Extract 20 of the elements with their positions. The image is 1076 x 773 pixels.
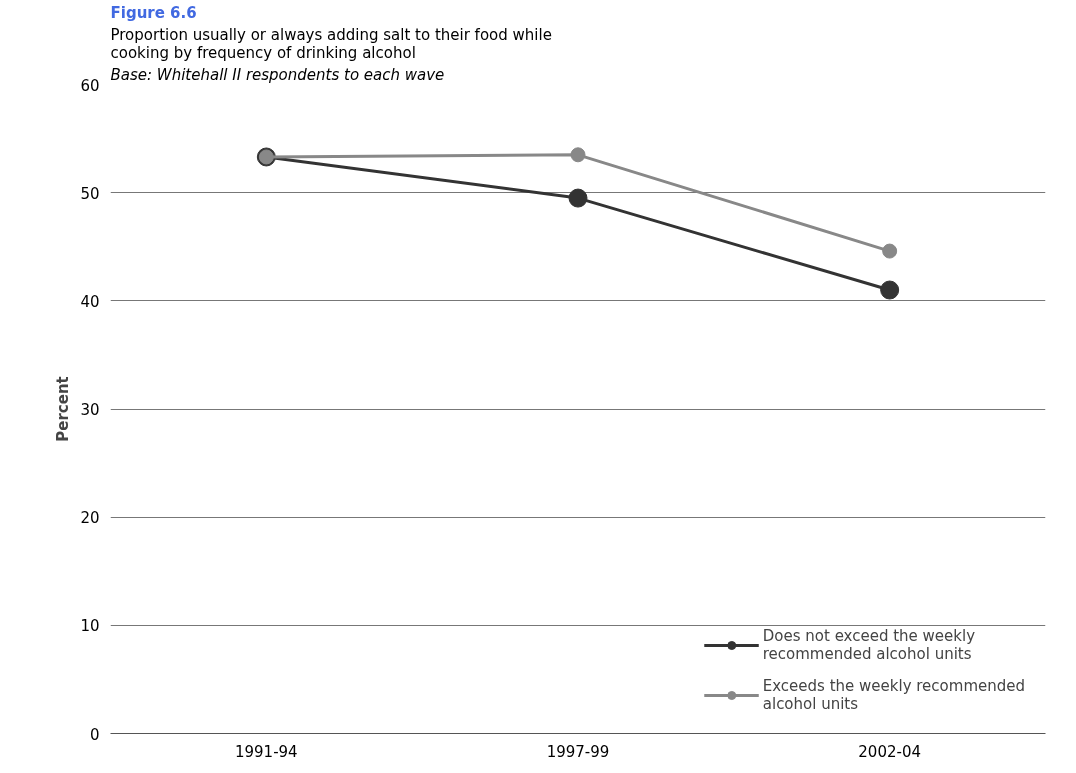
y-tick-label: 30 bbox=[80, 401, 100, 419]
chart-title: Figure 6.6 bbox=[110, 3, 197, 22]
point bbox=[882, 243, 898, 259]
chart-subtitle: Proportion usually or always adding salt to their food while cooking by frequency of drinking alcohol bbox=[110, 25, 552, 62]
x-tick-label: 1991-94 bbox=[235, 742, 298, 761]
point bbox=[570, 147, 586, 163]
y-tick-label: 0 bbox=[89, 725, 100, 744]
y-tick-label: 40 bbox=[80, 292, 100, 311]
x-tick-label: 2002-04 bbox=[858, 742, 922, 761]
legend-label: Does not exceed the weekly recommended alcohol units bbox=[762, 627, 976, 663]
y-tick-label: 60 bbox=[80, 76, 100, 95]
point bbox=[568, 188, 588, 208]
y-tick-label: 10 bbox=[80, 617, 100, 636]
point bbox=[880, 280, 900, 300]
y-tick-label: 50 bbox=[80, 184, 100, 203]
legend-label: Exceeds the weekly recommended alcohol units bbox=[762, 677, 1025, 713]
x-tick-label: 1997-99 bbox=[546, 742, 610, 761]
y-tick-label: 20 bbox=[80, 509, 100, 528]
text: Base: Whitehall II respondents to each wave bbox=[110, 65, 445, 84]
y-axis-title: Percent bbox=[54, 376, 73, 442]
